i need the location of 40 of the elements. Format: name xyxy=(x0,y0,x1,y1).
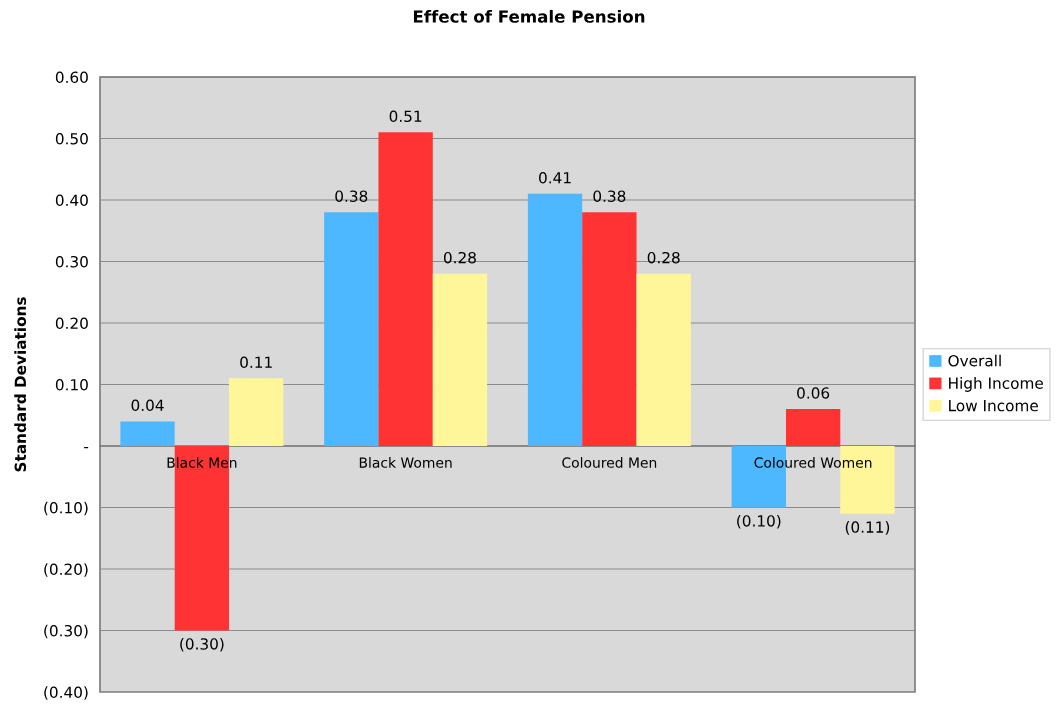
bar xyxy=(378,132,433,446)
y-tick-label: (0.10) xyxy=(44,501,88,516)
data-label: 0.41 xyxy=(539,171,571,184)
y-tick-label: 0.60 xyxy=(55,71,88,84)
bar xyxy=(636,273,691,446)
y-tick-label: 0.50 xyxy=(55,132,88,145)
chart-title: Effect of Female Pension xyxy=(413,9,645,23)
data-label: 0.28 xyxy=(443,251,476,264)
y-tick-label: 0.20 xyxy=(55,317,88,330)
bar xyxy=(120,421,175,446)
data-label: (0.11) xyxy=(845,521,890,535)
y-tick-label: (0.40) xyxy=(44,686,88,700)
y-tick-label: - xyxy=(84,447,89,449)
bar xyxy=(785,409,841,446)
y-tick-label: (0.30) xyxy=(44,624,88,639)
bar xyxy=(527,193,583,446)
bar xyxy=(582,212,637,446)
legend-label: Low Income xyxy=(949,400,1038,412)
x-tick-label: Black Women xyxy=(359,457,452,468)
legend-label: High Income xyxy=(949,377,1043,392)
data-label: 0.38 xyxy=(593,190,626,202)
y-tick-label: 0.30 xyxy=(55,255,88,268)
data-label: 0.51 xyxy=(389,110,422,123)
y-tick-label: (0.20) xyxy=(44,563,88,577)
data-label: 0.11 xyxy=(240,356,272,369)
data-label: 0.28 xyxy=(647,251,680,264)
x-tick-label: Coloured Men xyxy=(562,457,657,468)
y-tick-label: 0.10 xyxy=(55,378,88,391)
data-label: 0.04 xyxy=(131,399,164,412)
y-tick-label: 0.40 xyxy=(55,194,88,207)
bar xyxy=(432,273,488,446)
bar xyxy=(229,378,284,446)
y-axis-title: Standard Deviations xyxy=(14,297,27,472)
data-label: (0.10) xyxy=(737,514,781,529)
data-label: 0.06 xyxy=(797,387,830,399)
x-tick-label: Coloured Women xyxy=(754,457,872,468)
data-label: 0.38 xyxy=(335,190,368,202)
legend-label: Overall xyxy=(948,354,1001,367)
data-label: (0.30) xyxy=(180,637,224,652)
bar xyxy=(324,212,379,446)
